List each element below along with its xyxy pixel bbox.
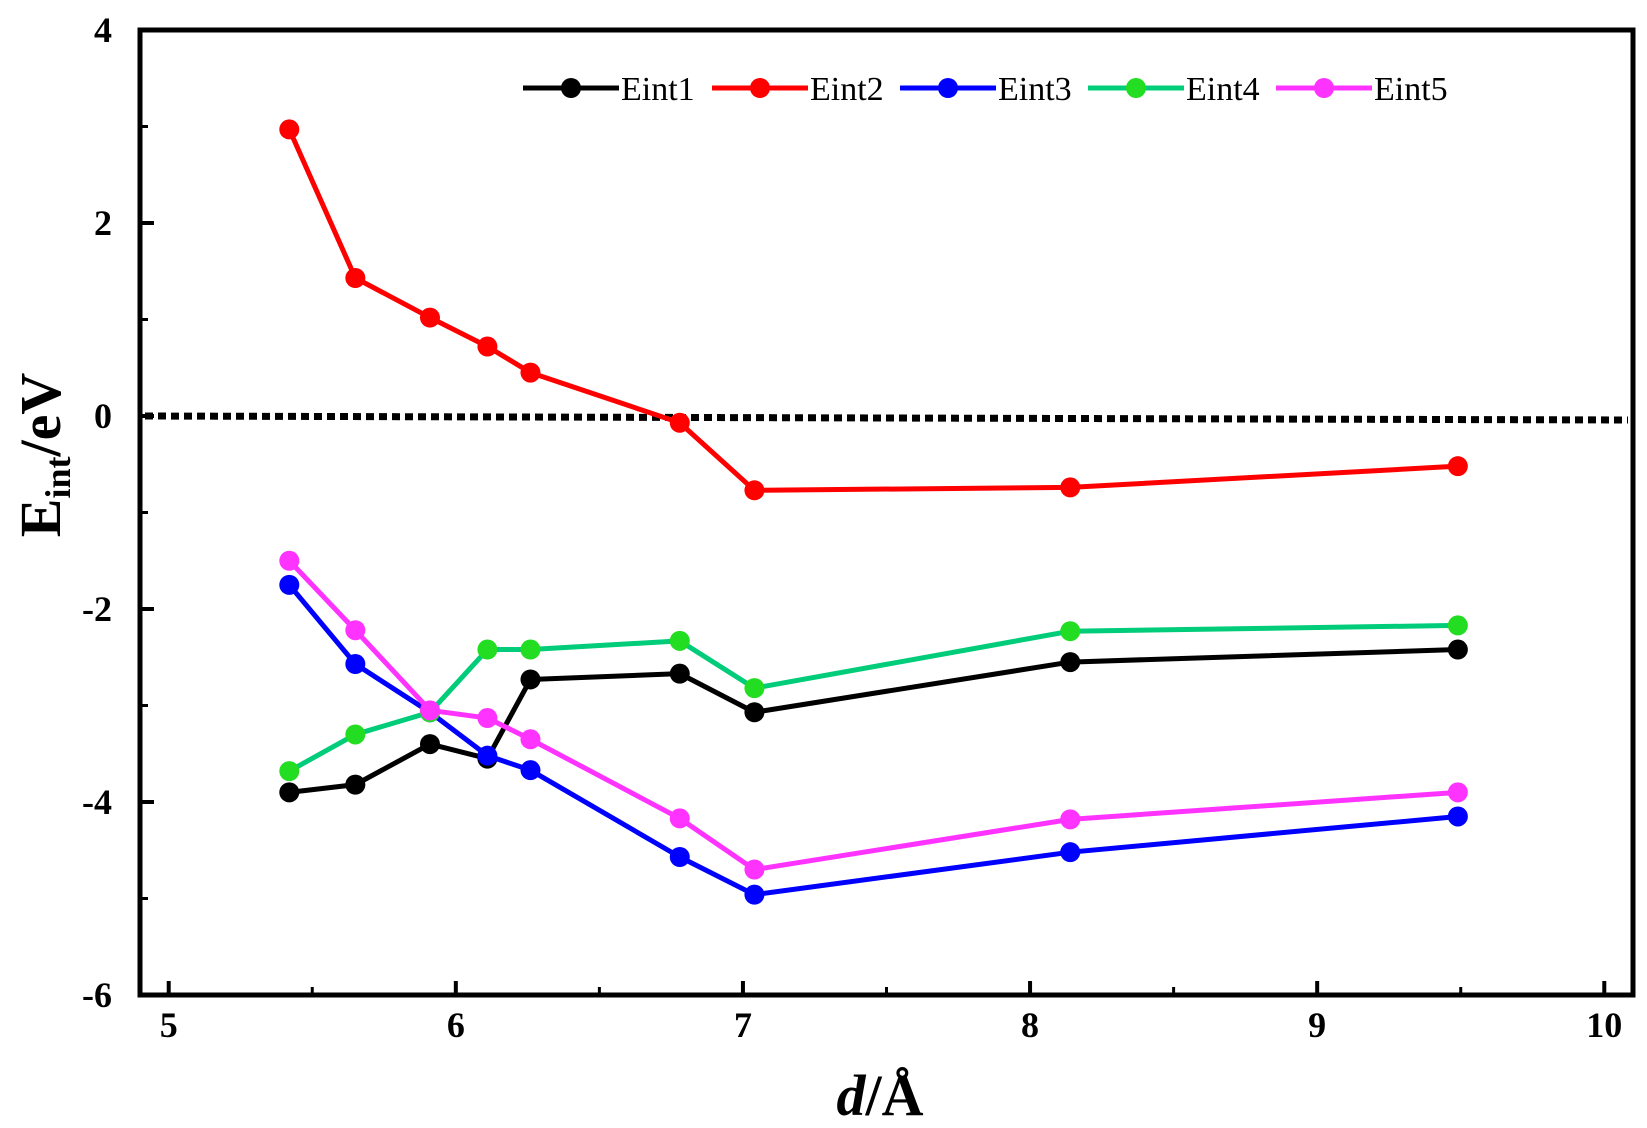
data-point (279, 782, 300, 803)
data-point (1060, 652, 1081, 673)
x-tick-label: 5 (160, 1005, 178, 1045)
data-point (1060, 842, 1081, 863)
legend-swatch-marker (750, 78, 770, 98)
data-point (744, 678, 765, 699)
y-axis-title: Eint/eV (8, 373, 78, 538)
legend-item-eint1: Eint1 (523, 71, 695, 108)
y-tick-label: -6 (82, 975, 112, 1015)
data-point (279, 550, 300, 571)
data-point (1447, 456, 1468, 477)
legend-swatch-marker (1126, 78, 1146, 98)
legend-swatch-marker (1314, 78, 1334, 98)
y-tick-label: 2 (94, 203, 112, 243)
data-point (669, 663, 690, 684)
x-tick-label: 9 (1308, 1005, 1326, 1045)
data-point (520, 639, 541, 660)
data-point (744, 480, 765, 501)
data-point (669, 412, 690, 433)
legend-swatch-marker (561, 78, 581, 98)
x-tick-label: 6 (447, 1005, 465, 1045)
data-point (520, 760, 541, 781)
data-point (1447, 782, 1468, 803)
data-point (744, 702, 765, 723)
legend-item-eint3: Eint3 (900, 71, 1072, 108)
data-point (345, 268, 366, 289)
y-tick-label: 4 (94, 10, 112, 50)
y-axis-title-rest: /eV (8, 373, 73, 458)
x-axis-title-italic: d (837, 1063, 867, 1128)
data-point (1060, 621, 1081, 642)
data-point (1447, 639, 1468, 660)
zero-reference-line (144, 412, 1629, 424)
data-point (1447, 615, 1468, 636)
data-point (477, 336, 498, 357)
y-axis-title-main: E (8, 499, 73, 538)
data-point (1060, 477, 1081, 498)
data-point (345, 654, 366, 675)
data-point (520, 362, 541, 383)
y-tick-label: -4 (82, 782, 112, 822)
series-line (288, 622, 1458, 774)
legend-label: Eint2 (810, 71, 884, 108)
x-axis-title: d/Å (837, 1063, 924, 1128)
data-point (477, 708, 498, 729)
series-line (287, 128, 1458, 493)
legend-item-eint5: Eint5 (1276, 71, 1448, 108)
data-point (419, 734, 440, 755)
x-tick-label: 10 (1586, 1005, 1622, 1045)
data-point (477, 745, 498, 766)
series-eint4 (279, 615, 1468, 782)
data-point (669, 630, 690, 651)
data-point (669, 808, 690, 829)
y-axis-title-sub: int (38, 457, 78, 499)
data-point (279, 761, 300, 782)
legend-label: Eint3 (998, 71, 1072, 108)
legend-item-eint4: Eint4 (1088, 71, 1260, 108)
legend-item-eint2: Eint2 (712, 71, 884, 108)
x-tick-label: 8 (1021, 1005, 1039, 1045)
series-eint3 (279, 574, 1468, 905)
series-eint2 (279, 119, 1468, 501)
data-point (345, 620, 366, 641)
data-point (520, 669, 541, 690)
legend-label: Eint5 (1374, 71, 1448, 108)
data-point (279, 119, 300, 140)
legend-label: Eint4 (1186, 71, 1260, 108)
data-point (345, 724, 366, 745)
x-tick-label: 7 (734, 1005, 752, 1045)
data-point (744, 859, 765, 880)
data-point (419, 700, 440, 721)
data-point (1060, 809, 1081, 830)
series-eint5 (279, 550, 1468, 880)
data-point (1447, 806, 1468, 827)
legend-swatch-marker (938, 78, 958, 98)
series-line (287, 559, 1459, 873)
y-tick-label: 0 (94, 396, 112, 436)
data-point (279, 574, 300, 595)
data-point (477, 639, 498, 660)
data-point (669, 847, 690, 868)
data-point (520, 729, 541, 750)
data-point (419, 307, 440, 328)
x-axis-title-rest: /Å (865, 1063, 924, 1128)
legend-label: Eint1 (621, 71, 695, 108)
data-point (345, 774, 366, 795)
series-eint1 (279, 639, 1468, 803)
y-tick-label: -2 (82, 589, 112, 629)
data-point (744, 884, 765, 905)
